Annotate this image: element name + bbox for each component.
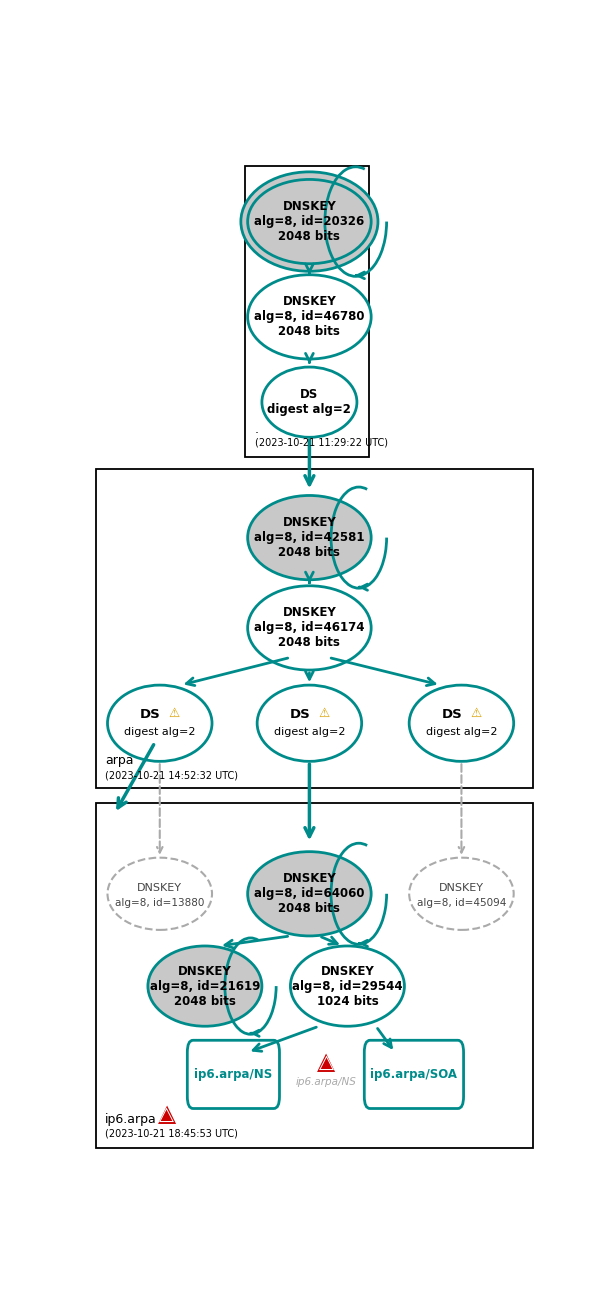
Text: digest alg=2: digest alg=2 xyxy=(425,727,497,737)
Text: DNSKEY: DNSKEY xyxy=(137,882,182,893)
Text: DNSKEY
alg=8, id=42581
2048 bits: DNSKEY alg=8, id=42581 2048 bits xyxy=(254,516,365,559)
Text: DS: DS xyxy=(441,708,462,721)
Ellipse shape xyxy=(262,367,357,438)
Text: (2023-10-21 14:52:32 UTC): (2023-10-21 14:52:32 UTC) xyxy=(105,770,238,780)
Ellipse shape xyxy=(248,180,371,263)
FancyBboxPatch shape xyxy=(245,167,369,457)
Text: DNSKEY
alg=8, id=64060
2048 bits: DNSKEY alg=8, id=64060 2048 bits xyxy=(254,872,365,915)
Text: ⚠: ⚠ xyxy=(318,706,329,719)
Ellipse shape xyxy=(107,857,212,930)
Ellipse shape xyxy=(409,857,514,930)
Text: ▲: ▲ xyxy=(317,1050,335,1075)
FancyBboxPatch shape xyxy=(364,1040,463,1109)
Text: (2023-10-21 18:45:53 UTC): (2023-10-21 18:45:53 UTC) xyxy=(105,1128,238,1139)
Text: DS
digest alg=2: DS digest alg=2 xyxy=(267,388,351,416)
Text: .: . xyxy=(255,422,259,435)
Text: DNSKEY
alg=8, id=46174
2048 bits: DNSKEY alg=8, id=46174 2048 bits xyxy=(254,606,365,649)
Text: DS: DS xyxy=(140,708,161,721)
Text: △: △ xyxy=(159,1105,174,1124)
Text: ip6.arpa: ip6.arpa xyxy=(105,1113,157,1126)
Text: digest alg=2: digest alg=2 xyxy=(273,727,345,737)
Text: ip6.arpa/NS: ip6.arpa/NS xyxy=(194,1068,273,1081)
Text: DS: DS xyxy=(289,708,310,721)
Ellipse shape xyxy=(241,172,378,271)
FancyBboxPatch shape xyxy=(96,804,533,1148)
Text: DNSKEY
alg=8, id=46780
2048 bits: DNSKEY alg=8, id=46780 2048 bits xyxy=(254,296,365,339)
Ellipse shape xyxy=(248,495,371,580)
Text: DNSKEY
alg=8, id=21619
2048 bits: DNSKEY alg=8, id=21619 2048 bits xyxy=(150,964,260,1007)
Text: alg=8, id=13880: alg=8, id=13880 xyxy=(115,898,205,908)
Text: (2023-10-21 11:29:22 UTC): (2023-10-21 11:29:22 UTC) xyxy=(255,438,388,447)
Text: arpa: arpa xyxy=(105,754,134,767)
FancyBboxPatch shape xyxy=(188,1040,280,1109)
Text: DNSKEY
alg=8, id=20326
2048 bits: DNSKEY alg=8, id=20326 2048 bits xyxy=(254,201,365,244)
Text: ip6.arpa/NS: ip6.arpa/NS xyxy=(295,1078,357,1088)
Ellipse shape xyxy=(248,852,371,936)
Ellipse shape xyxy=(248,275,371,360)
Ellipse shape xyxy=(148,946,262,1027)
Ellipse shape xyxy=(409,685,514,761)
Text: digest alg=2: digest alg=2 xyxy=(124,727,196,737)
Ellipse shape xyxy=(107,685,212,761)
Ellipse shape xyxy=(291,946,405,1027)
Text: alg=8, id=45094: alg=8, id=45094 xyxy=(417,898,506,908)
Text: △: △ xyxy=(319,1053,333,1072)
Text: ▲: ▲ xyxy=(158,1102,176,1127)
Ellipse shape xyxy=(257,685,362,761)
FancyBboxPatch shape xyxy=(96,469,533,788)
Text: ip6.arpa/SOA: ip6.arpa/SOA xyxy=(370,1068,457,1081)
Text: DNSKEY: DNSKEY xyxy=(439,882,484,893)
Text: ⚠: ⚠ xyxy=(470,706,481,719)
Text: DNSKEY
alg=8, id=29544
1024 bits: DNSKEY alg=8, id=29544 1024 bits xyxy=(292,964,403,1007)
Text: ⚠: ⚠ xyxy=(169,706,180,719)
Ellipse shape xyxy=(248,586,371,670)
